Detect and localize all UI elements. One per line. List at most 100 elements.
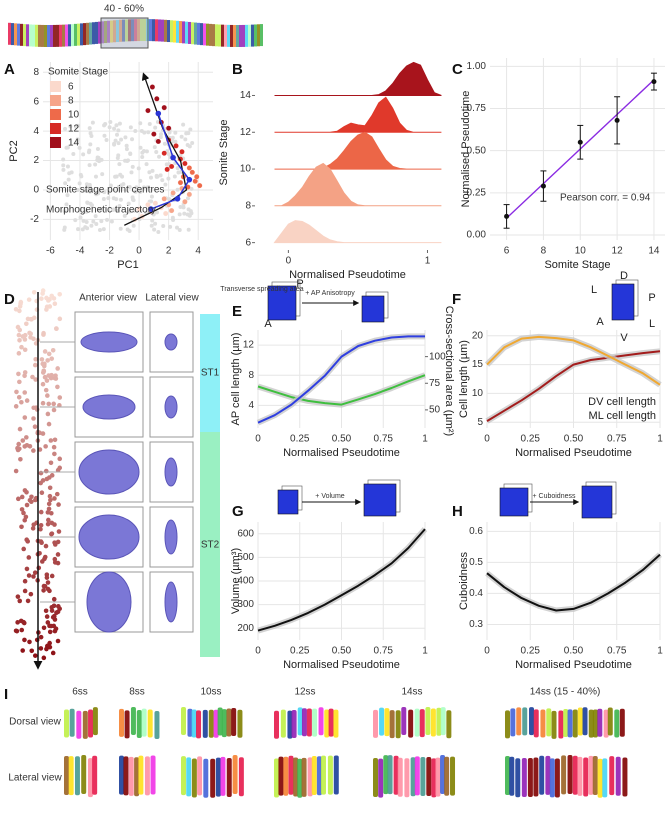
cell-dot — [52, 451, 57, 457]
background-cell — [87, 163, 92, 168]
cell-dot — [22, 637, 27, 643]
background-cell — [113, 138, 118, 143]
group-label: ST2 — [201, 540, 220, 551]
background-cell — [107, 125, 112, 130]
background-cell — [149, 194, 154, 199]
background-cell — [96, 207, 101, 212]
background-cell — [124, 143, 129, 148]
background-cell — [114, 123, 119, 128]
point — [161, 150, 167, 156]
background-cell — [75, 187, 80, 192]
background-cell — [108, 183, 113, 188]
background-cell — [122, 213, 127, 218]
segmented-cell — [597, 758, 603, 798]
segmented-cell — [191, 758, 197, 798]
cell-dot — [38, 634, 44, 640]
cell-dot — [41, 655, 47, 661]
background-cell — [142, 130, 147, 135]
cell-dot — [32, 424, 38, 429]
cell-dot — [44, 575, 50, 580]
cell-dot — [34, 637, 40, 643]
y2-tick-label: 100 — [429, 351, 446, 362]
strip-cell — [23, 24, 26, 47]
background-cell — [106, 196, 111, 201]
cell-dot — [22, 415, 28, 420]
cell-dot — [52, 301, 58, 307]
segmented-cell — [440, 755, 446, 795]
background-cell — [181, 122, 186, 127]
strip-cell — [170, 20, 173, 43]
segmented-cell — [318, 707, 324, 736]
point — [162, 210, 169, 217]
segmented-cell — [567, 709, 573, 738]
segmented-cell — [558, 710, 564, 739]
segmented-cell — [217, 707, 223, 736]
cell-dot — [19, 627, 25, 633]
point — [193, 173, 200, 180]
cell-dot — [21, 619, 26, 625]
cell-dot — [14, 389, 19, 395]
x-tick-label: 6 — [504, 246, 510, 257]
y-tick-label: 10 — [240, 164, 252, 175]
strip-cell — [35, 24, 38, 47]
segmented-cell — [134, 757, 140, 797]
background-cell — [103, 121, 108, 126]
background-cell — [89, 203, 94, 208]
background-cell — [140, 155, 145, 160]
background-cell — [178, 204, 183, 209]
segmented-cell — [619, 708, 625, 737]
background-cell — [161, 223, 166, 228]
strip-cell — [233, 24, 236, 47]
background-cell — [109, 219, 114, 224]
segmented-cell — [410, 757, 416, 797]
segmented-cell — [373, 709, 378, 738]
segmented-cell — [395, 710, 401, 739]
cell-dot — [46, 501, 52, 507]
cell-cube — [277, 489, 299, 515]
segmented-cell — [527, 758, 533, 798]
cell-dot — [49, 608, 55, 613]
background-cell — [175, 166, 180, 171]
point — [651, 79, 657, 85]
column-label: 10ss — [200, 687, 221, 698]
background-cell — [170, 135, 175, 140]
point — [151, 131, 157, 137]
segmented-cell — [301, 757, 307, 797]
background-cell — [88, 189, 93, 194]
cell-cube — [363, 483, 397, 517]
cell-dot — [31, 416, 36, 421]
point — [155, 138, 162, 145]
background-cell — [62, 208, 67, 213]
strip-cell — [77, 23, 80, 46]
background-cell — [147, 122, 152, 127]
segmented-cell — [615, 756, 621, 796]
cell-dot — [17, 598, 23, 604]
x-axis-label: Normalised Pseudotime — [515, 447, 632, 459]
strip-cell — [149, 19, 152, 42]
segmented-cell — [597, 708, 603, 737]
strip-cell — [98, 21, 101, 44]
y-tick-label: 12 — [243, 340, 255, 351]
background-cell — [167, 130, 172, 135]
y-tick-label: 0.00 — [467, 230, 487, 241]
cell-dot — [47, 588, 52, 594]
cell-cube — [267, 285, 297, 321]
x-tick-label: 0.50 — [332, 646, 352, 657]
y-tick-label: 2 — [33, 155, 39, 166]
background-cell — [89, 223, 94, 228]
cell-dot — [13, 404, 19, 409]
background-cell — [83, 188, 88, 193]
point — [165, 125, 172, 131]
strip-cell — [47, 24, 50, 47]
background-cell — [129, 170, 134, 175]
segmented-cell — [327, 755, 333, 795]
segmented-cell — [533, 757, 539, 797]
background-cell — [99, 157, 104, 162]
segmented-cell — [306, 708, 312, 737]
strip-cell — [230, 24, 233, 47]
group-label: ST1 — [201, 368, 220, 379]
group-bar — [200, 314, 220, 432]
segmented-cell — [136, 709, 142, 738]
column-label: 14ss — [401, 687, 422, 698]
background-cell — [113, 174, 118, 179]
